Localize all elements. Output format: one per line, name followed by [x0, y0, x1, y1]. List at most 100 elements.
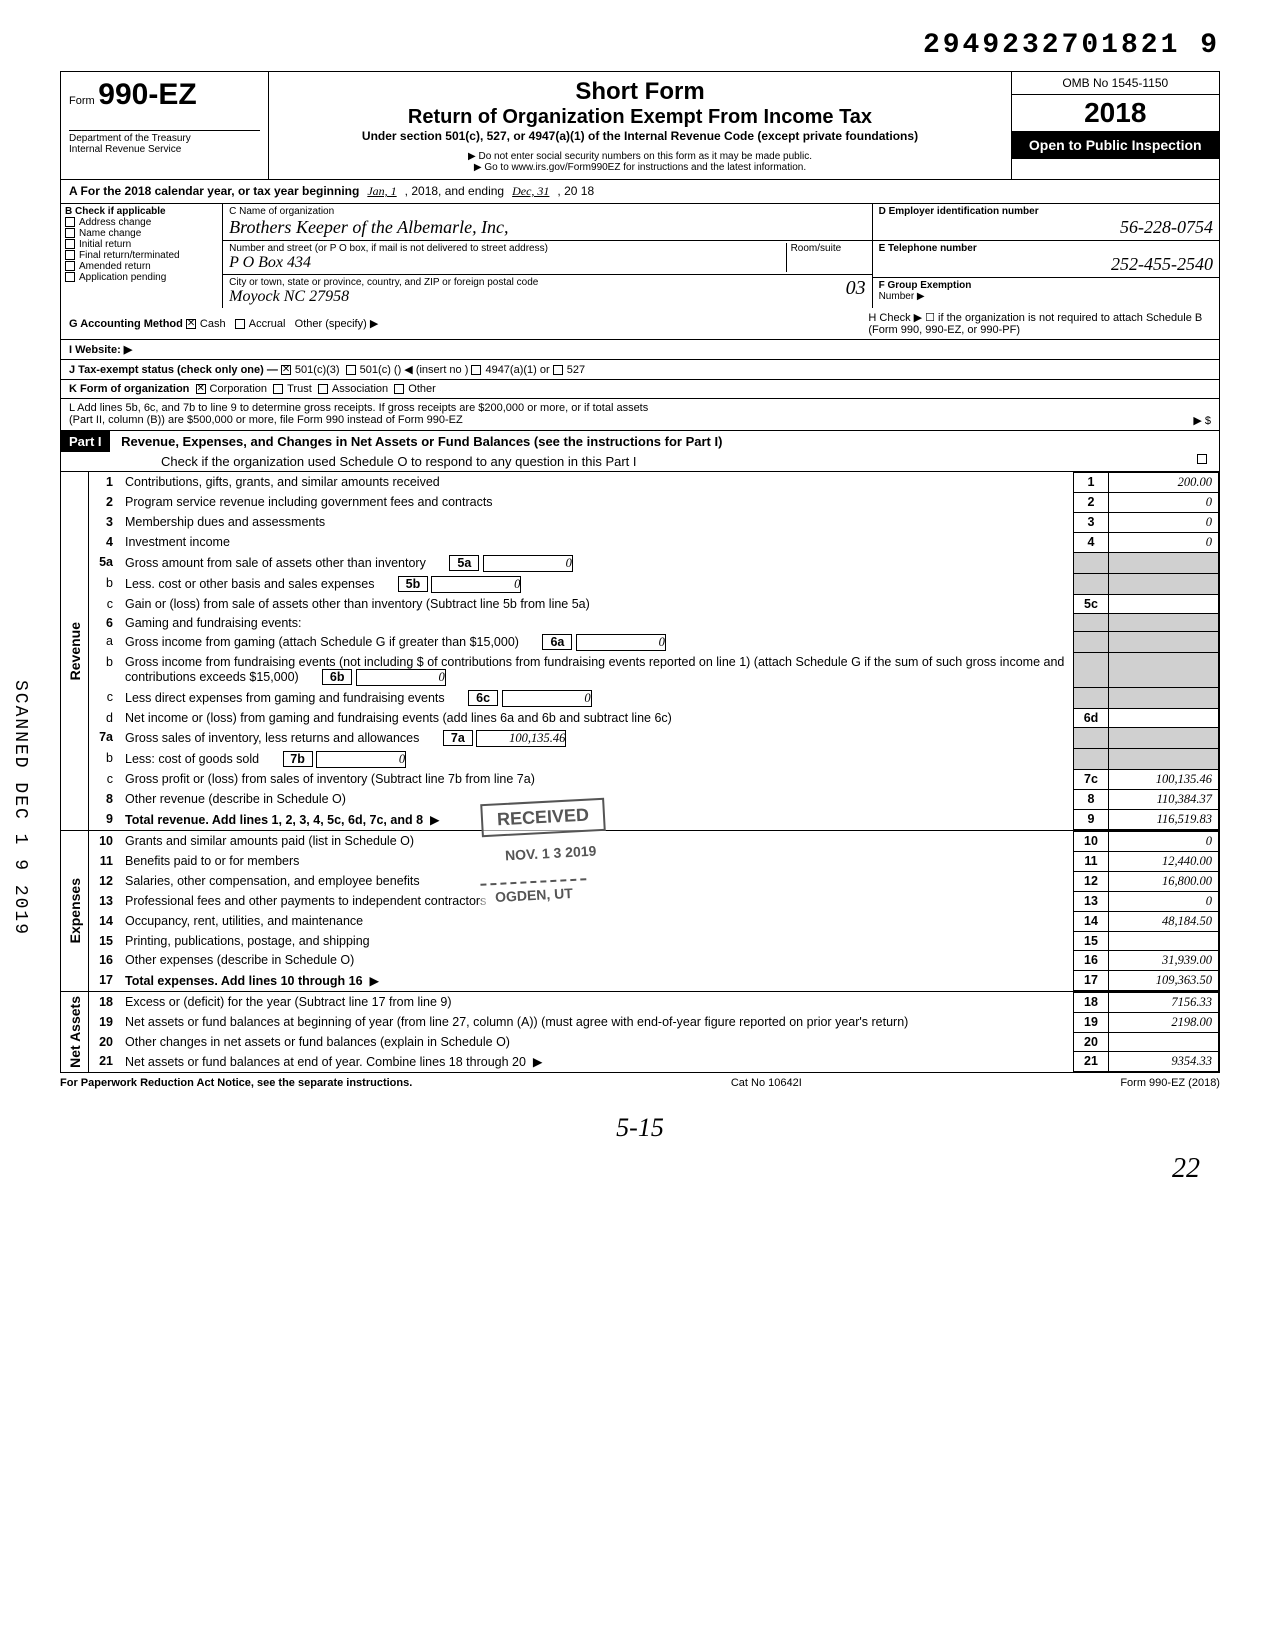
info-grid: B Check if applicable Address change Nam… [60, 204, 1220, 308]
chk-501c[interactable] [346, 365, 356, 375]
c-name-label: C Name of organization [229, 206, 865, 217]
chk-part1[interactable] [1197, 454, 1207, 464]
row-g: G Accounting Method Cash Accrual Other (… [60, 308, 1220, 340]
form-prefix: Form [69, 95, 95, 107]
begin-date: Jan, 1 [367, 184, 396, 199]
org-city: Moyock NC 27958 [229, 288, 538, 306]
side-revenue: Revenue [67, 622, 83, 680]
end-month: Dec, 31 [512, 184, 549, 199]
row-h: H Check ▶ ☐ if the organization is not r… [868, 311, 1211, 336]
lbl-4947: 4947(a)(1) or [485, 364, 549, 376]
stamp-received: RECEIVED [480, 798, 606, 837]
lbl-trust: Trust [287, 383, 312, 395]
chk-address[interactable] [65, 217, 75, 227]
side-expenses: Expenses [67, 878, 83, 943]
omb-number: OMB No 1545-1150 [1012, 72, 1219, 95]
l-arrow: ▶ $ [1193, 414, 1211, 427]
org-name: Brothers Keeper of the Albemarle, Inc, [229, 217, 865, 238]
lbl-initial: Initial return [79, 239, 131, 250]
chk-accrual[interactable] [235, 319, 245, 329]
chk-cash[interactable] [186, 319, 196, 329]
i-label: I Website: ▶ [69, 343, 132, 356]
chk-assoc[interactable] [318, 384, 328, 394]
part1-label: Part I [61, 431, 110, 452]
note-1: Do not enter social security numbers on … [275, 151, 1004, 162]
form-number: 990-EZ [98, 78, 196, 111]
footer: For Paperwork Reduction Act Notice, see … [60, 1073, 1220, 1093]
part1-check: Check if the organization used Schedule … [161, 454, 637, 469]
section-b-header: B Check if applicable [65, 206, 218, 217]
row-l: L Add lines 5b, 6c, and 7b to line 9 to … [60, 399, 1220, 431]
line-19: Net assets or fund balances at beginning… [119, 1013, 1074, 1033]
lbl-assoc: Association [332, 383, 388, 395]
line-16: Other expenses (describe in Schedule O) [119, 951, 1074, 971]
phone: 252-455-2540 [879, 254, 1213, 275]
chk-name[interactable] [65, 228, 75, 238]
scanned-stamp: SCANNED DEC 1 9 2019 [10, 680, 30, 936]
line-18: Excess or (deficit) for the year (Subtra… [119, 993, 1074, 1013]
chk-501c3[interactable] [281, 365, 291, 375]
chk-final[interactable] [65, 250, 75, 260]
lbl-insert: ) ◀ (insert no ) [398, 363, 469, 376]
lbl-527: 527 [567, 364, 585, 376]
row-i: I Website: ▶ [60, 340, 1220, 360]
l-line1: L Add lines 5b, 6c, and 7b to line 9 to … [69, 402, 1211, 414]
lbl-amended: Amended return [79, 261, 151, 272]
room-label: Room/suite [791, 243, 866, 254]
k-label: K Form of organization [69, 383, 189, 395]
j-label: J Tax-exempt status (check only one) — [69, 364, 278, 376]
d-label: D Employer identification number [879, 206, 1213, 217]
line-2: Program service revenue including govern… [119, 493, 1074, 513]
lbl-name: Name change [79, 228, 141, 239]
line-6b: Gross income from fundraising events (no… [125, 655, 1064, 684]
line-12: Salaries, other compensation, and employ… [119, 872, 1074, 892]
line-6d: Net income or (loss) from gaming and fun… [119, 709, 1074, 728]
lbl-cash: Cash [200, 318, 226, 330]
org-street: P O Box 434 [229, 254, 785, 272]
line-21: Net assets or fund balances at end of ye… [125, 1055, 526, 1069]
short-form-title: Short Form [275, 78, 1004, 106]
chk-corp[interactable] [196, 384, 206, 394]
section-a-mid: , 2018, and ending [405, 184, 504, 199]
lbl-address: Address change [79, 217, 151, 228]
chk-4947[interactable] [471, 365, 481, 375]
c-city-label: City or town, state or province, country… [229, 277, 538, 288]
row-k: K Form of organization Corporation Trust… [60, 380, 1220, 399]
footer-left: For Paperwork Reduction Act Notice, see … [60, 1077, 412, 1089]
tax-year: 2018 [1012, 95, 1219, 131]
e-label: E Telephone number [879, 243, 1213, 254]
line-15: Printing, publications, postage, and shi… [119, 932, 1074, 951]
netassets-section: Net Assets 18Excess or (deficit) for the… [60, 992, 1220, 1073]
line-9: Total revenue. Add lines 1, 2, 3, 4, 5c,… [125, 813, 423, 827]
line-6: Gaming and fundraising events: [119, 614, 1074, 632]
line-7b: Less: cost of goods sold [125, 752, 259, 766]
f-sub: Number ▶ [879, 291, 1213, 302]
chk-trust[interactable] [273, 384, 283, 394]
line-6c: Less direct expenses from gaming and fun… [125, 691, 445, 705]
line-3: Membership dues and assessments [119, 513, 1074, 533]
side-netassets: Net Assets [67, 996, 83, 1068]
stamp-ogden: OGDEN, UT [480, 878, 587, 910]
line-5c: Gain or (loss) from sale of assets other… [119, 595, 1074, 614]
chk-527[interactable] [553, 365, 563, 375]
line-7a: Gross sales of inventory, less returns a… [125, 731, 419, 745]
revenue-section: Revenue 1Contributions, gifts, grants, a… [60, 472, 1220, 831]
chk-other-org[interactable] [394, 384, 404, 394]
g-label: G Accounting Method [69, 318, 183, 330]
lbl-pending: Application pending [79, 272, 166, 283]
open-public: Open to Public Inspection [1012, 131, 1219, 159]
footer-mid: Cat No 10642I [731, 1077, 802, 1089]
line-17: Total expenses. Add lines 10 through 16 [125, 974, 363, 988]
form-header: Form 990-EZ Department of the Treasury I… [60, 71, 1220, 179]
lbl-other: Other (specify) ▶ [295, 318, 379, 330]
lbl-accrual: Accrual [249, 318, 286, 330]
chk-pending[interactable] [65, 272, 75, 282]
chk-initial[interactable] [65, 239, 75, 249]
chk-amended[interactable] [65, 261, 75, 271]
line-5b: Less. cost or other basis and sales expe… [125, 577, 374, 591]
city-right: 03 [846, 277, 866, 306]
part1-title: Revenue, Expenses, and Changes in Net As… [113, 434, 722, 449]
line-1: Contributions, gifts, grants, and simila… [119, 473, 1074, 493]
bottom-sig: 22 [60, 1153, 1220, 1185]
line-4: Investment income [119, 533, 1074, 553]
